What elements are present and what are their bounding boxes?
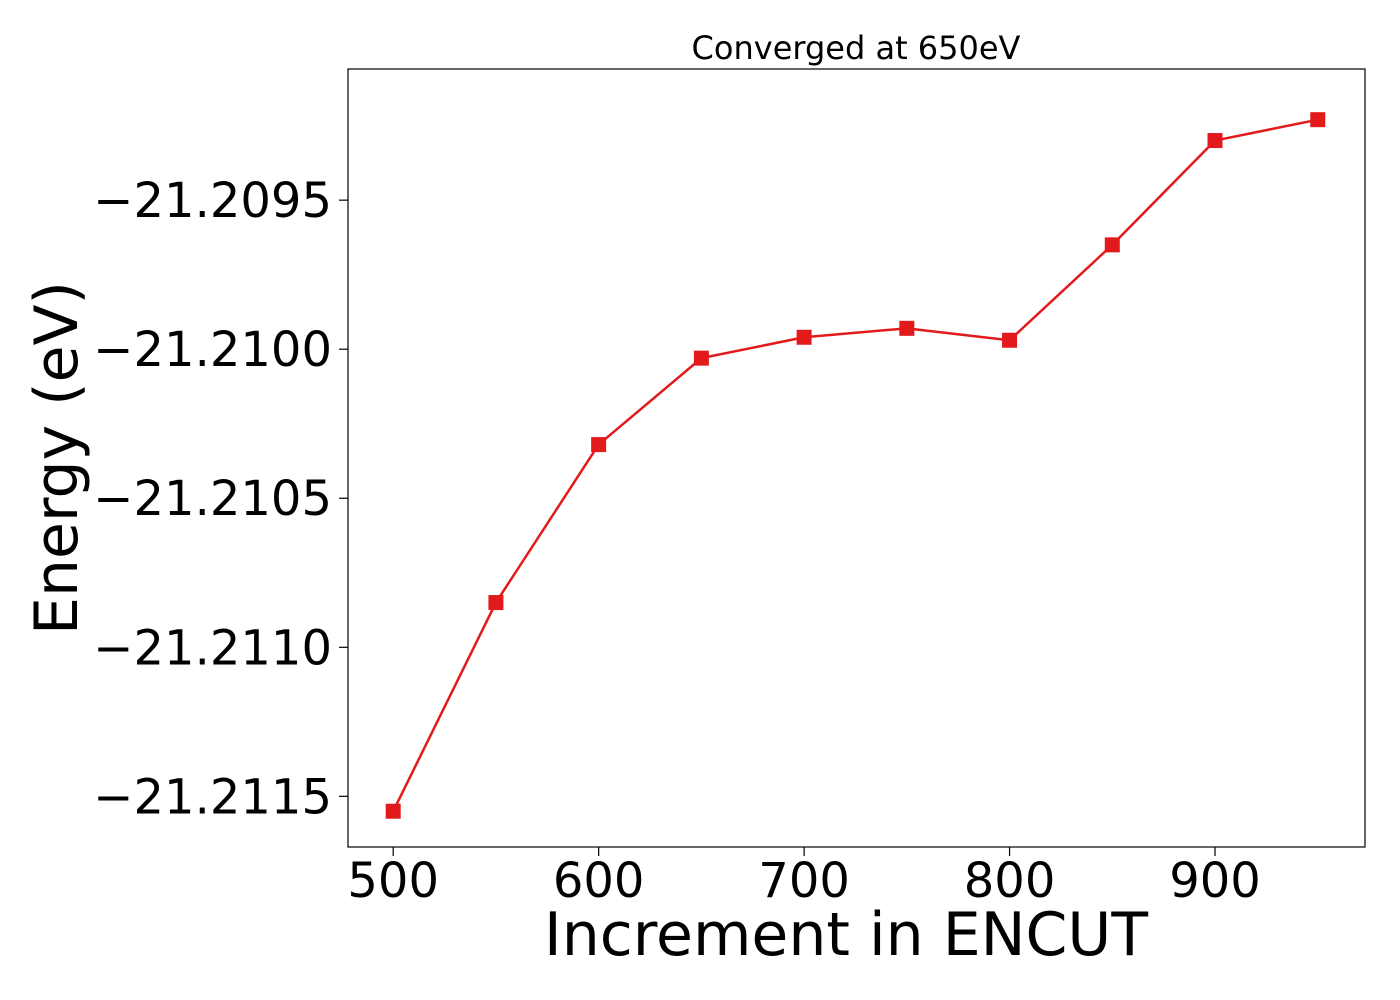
x-tick-label: 800 (964, 853, 1056, 909)
data-point-marker (1104, 237, 1120, 253)
series-line (392, 118, 1318, 812)
data-point-marker (1002, 332, 1018, 348)
data-point-marker (796, 329, 812, 345)
axes-frame (347, 68, 1366, 848)
chart-title: Converged at 650eV (692, 29, 1021, 67)
y-tick-label: −21.2115 (93, 769, 332, 825)
x-tick-label: 500 (347, 853, 439, 909)
y-tick-label: −21.2100 (93, 322, 332, 378)
data-point-marker (488, 595, 504, 611)
x-tick-label: 900 (1169, 853, 1261, 909)
y-tick-label: −21.2110 (93, 620, 332, 676)
data-point-marker (591, 437, 607, 453)
plot-area: 500 600 700 800 900 −21.2115 −21.2110 −21.2105 −… (93, 112, 1326, 909)
data-point-marker (1207, 133, 1223, 149)
data-point-marker (899, 320, 915, 336)
y-tick-label: −21.2105 (93, 471, 332, 527)
x-tick-label: 700 (758, 853, 850, 909)
y-axis-label: Energy (eV) (22, 281, 92, 635)
data-point-marker (385, 803, 401, 819)
x-tick-label: 600 (553, 853, 645, 909)
y-tick-label: −21.2095 (93, 173, 332, 229)
x-axis-label: Increment in ENCUT (544, 900, 1148, 970)
data-point-marker (1310, 112, 1326, 128)
data-point-marker (693, 350, 709, 366)
